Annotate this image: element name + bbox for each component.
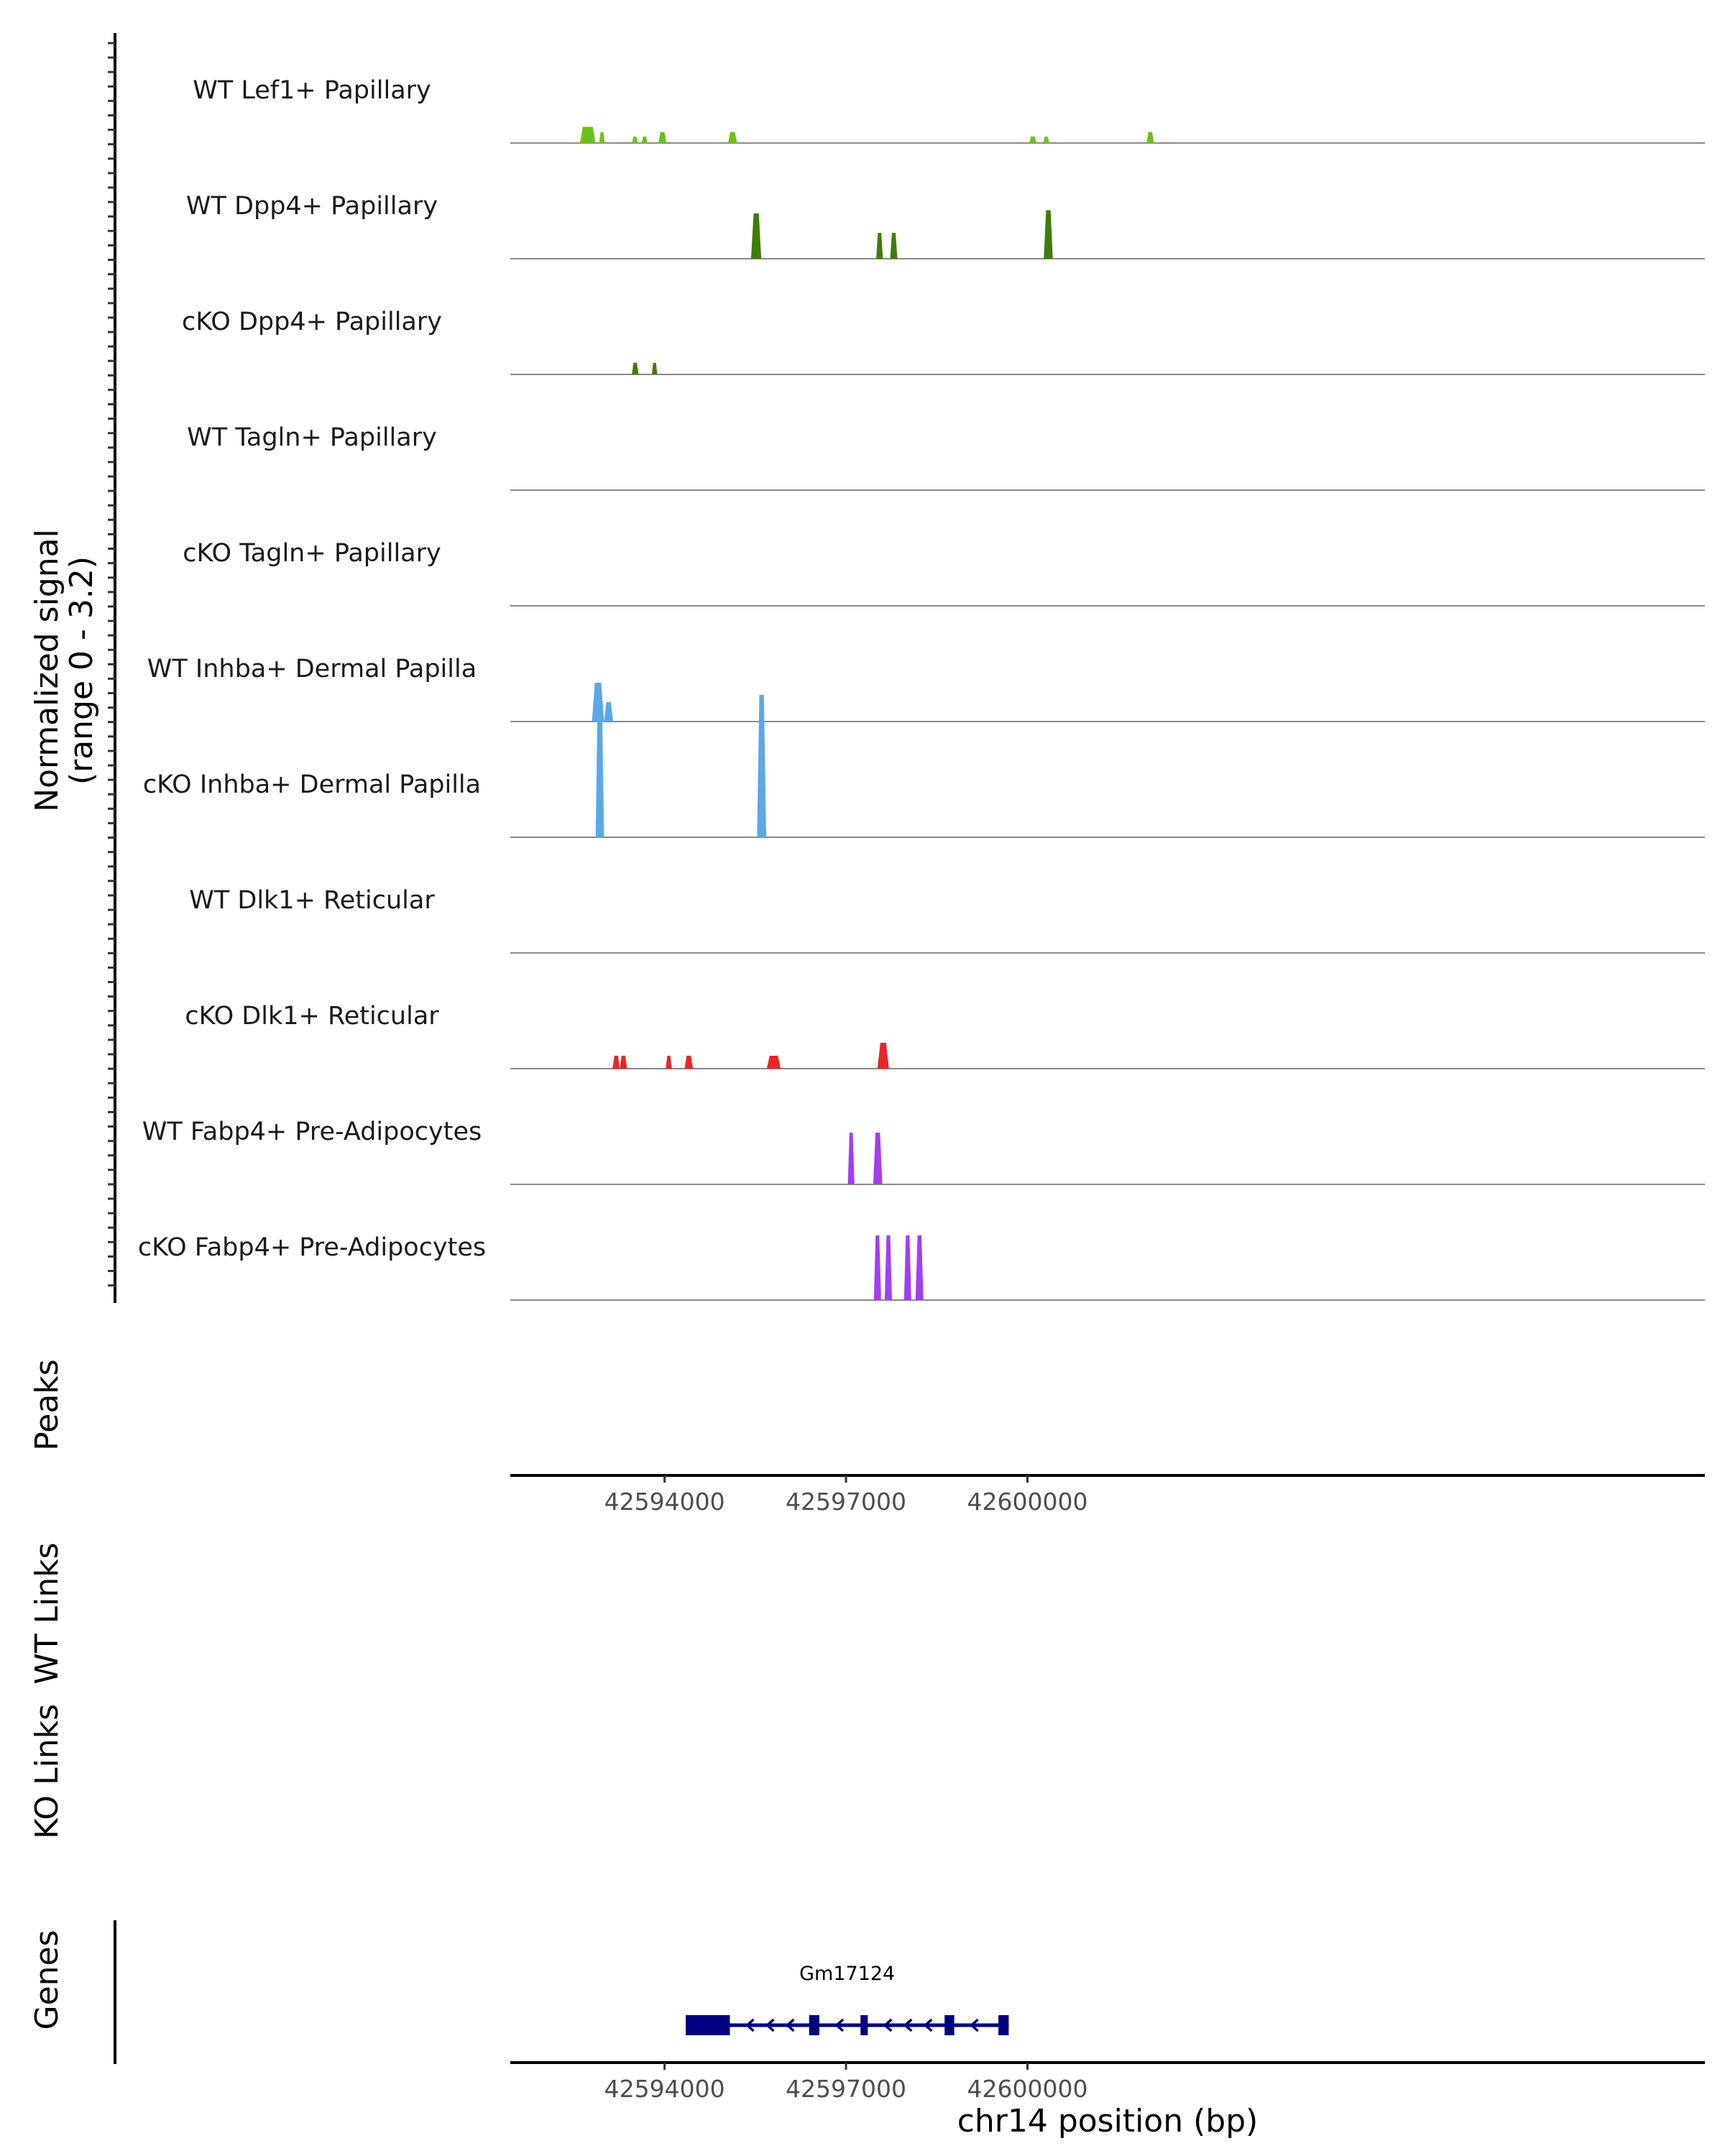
coverage-peak [884, 1235, 892, 1300]
track: cKO Fabp4+ Pre-Adipocytes [138, 1233, 1705, 1301]
coverage-peak [599, 132, 605, 143]
coverage-peak [1044, 210, 1053, 259]
track-label: WT Dlk1+ Reticular [189, 886, 435, 915]
gene-exon [809, 2015, 820, 2035]
track: cKO Dlk1+ Reticular [185, 1002, 1705, 1069]
gene-name-label: Gm17124 [799, 1963, 895, 1985]
coverage-peak [847, 1133, 855, 1184]
track: WT Inhba+ Dermal Papilla [147, 655, 1705, 722]
strand-arrow [765, 2018, 775, 2032]
ko-links-ylabel: KO Links [29, 1704, 65, 1839]
track: WT Tagln+ Papillary [187, 423, 1705, 491]
xaxis-tick-label: 42594000 [604, 2075, 725, 2103]
track-label: cKO Tagln+ Papillary [183, 539, 441, 568]
coverage-peak [632, 362, 639, 374]
coverage-peak [1043, 137, 1049, 143]
track: WT Lef1+ Papillary [193, 76, 1705, 144]
track: WT Dlk1+ Reticular [189, 886, 1705, 954]
coverage-peak [595, 695, 604, 837]
coverage-peak [876, 233, 883, 259]
xaxis-tick-label: 42600000 [967, 2075, 1088, 2103]
peaks-xaxis-ticks: 42594000 42597000 42600000 [604, 1475, 1088, 1516]
coverage-peak [757, 695, 766, 837]
track-label: cKO Dpp4+ Papillary [182, 308, 442, 336]
track-label: cKO Fabp4+ Pre-Adipocytes [138, 1233, 486, 1262]
peaks-ylabel: Peaks [29, 1359, 65, 1450]
strand-arrow [785, 2018, 795, 2032]
xaxis-title: chr14 position (bp) [957, 2103, 1259, 2139]
coverage-peak [612, 1056, 620, 1069]
gene-model: Gm17124 [686, 1963, 1009, 2035]
coverage-peak [750, 213, 762, 259]
coverage-peak [579, 126, 596, 143]
wt-links-ylabel: WT Links [29, 1542, 65, 1684]
xaxis-tick-label: 42597000 [786, 1488, 906, 1516]
coverage-peak [766, 1056, 781, 1069]
strand-arrow [745, 2018, 755, 2032]
track: WT Fabp4+ Pre-Adipocytes [142, 1118, 1705, 1185]
track-label: WT Tagln+ Papillary [187, 423, 437, 452]
coverage-peak [684, 1056, 694, 1069]
coverage-peak [658, 132, 667, 143]
coverage-tracks: WT Lef1+ Papillary WT Dpp4+ Papillary cKO … [138, 76, 1705, 1301]
strand-arrow [834, 2018, 845, 2032]
xaxis-tick-label: 42600000 [967, 1488, 1088, 1516]
gene-exon [686, 2015, 730, 2035]
track-label: WT Inhba+ Dermal Papilla [147, 655, 477, 683]
xaxis-tick-label: 42597000 [786, 2075, 906, 2103]
coverage-peak [604, 702, 614, 722]
genes-xaxis-ticks: 42594000 42597000 42600000 [604, 2063, 1088, 2103]
coverage-peak [903, 1235, 911, 1300]
coverage-ylabel-line2: (range 0 - 3.2) [63, 556, 100, 785]
coverage-ylabel-line1: Normalized signal [29, 529, 65, 812]
track: cKO Dpp4+ Papillary [182, 308, 1705, 375]
track-label: WT Fabp4+ Pre-Adipocytes [142, 1118, 482, 1146]
coverage-peak [890, 233, 898, 259]
track-label: WT Lef1+ Papillary [193, 76, 431, 105]
track-label: WT Dpp4+ Papillary [186, 192, 438, 221]
gene-exon [944, 2015, 954, 2035]
coverage-peak [1029, 137, 1037, 143]
genes-ylabel: Genes [29, 1930, 65, 2030]
track: cKO Tagln+ Papillary [183, 539, 1705, 607]
coverage-ylabel: Normalized signal (range 0 - 3.2) [29, 529, 100, 812]
coverage-peak [641, 137, 648, 143]
coverage-peak [873, 1133, 883, 1184]
strand-arrow [883, 2018, 893, 2032]
coverage-peak [877, 1043, 889, 1069]
coverage-peak [1146, 132, 1154, 143]
coverage-peak [873, 1235, 881, 1300]
coverage-peak [620, 1056, 627, 1069]
coverage-peak [632, 137, 638, 143]
coverage-peak [666, 1056, 672, 1069]
xaxis-tick-label: 42594000 [604, 1488, 725, 1516]
strand-arrow [903, 2018, 913, 2032]
track-label: cKO Inhba+ Dermal Papilla [143, 770, 481, 799]
strand-arrow [970, 2018, 979, 2032]
track: WT Dpp4+ Papillary [186, 192, 1705, 259]
coverage-peak [727, 132, 737, 143]
strand-arrow [923, 2018, 933, 2032]
coverage-yaxis-ticks [108, 42, 115, 1287]
coverage-peak [915, 1235, 924, 1300]
coverage-peak [651, 362, 658, 374]
gene-exon [860, 2015, 868, 2035]
gene-exon [998, 2015, 1009, 2035]
track-label: cKO Dlk1+ Reticular [185, 1002, 439, 1031]
track: cKO Inhba+ Dermal Papilla [143, 695, 1705, 838]
